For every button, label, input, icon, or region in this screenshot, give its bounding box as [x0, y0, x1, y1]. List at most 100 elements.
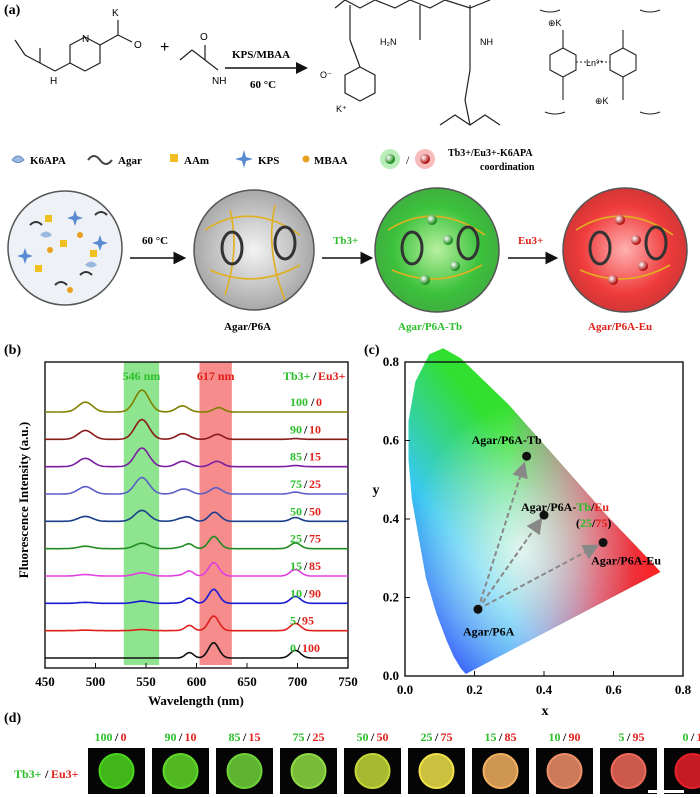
sample-25-75: 25/75 [408, 730, 465, 794]
legend-tb-1: 90 [290, 422, 302, 436]
cie-point-3 [598, 538, 608, 548]
sample-label-eu-5: 75 [441, 730, 453, 744]
gel-agar-p6a-tb: Agar/P6A-Tb [374, 187, 500, 333]
sample-label-tb-6: 15 [485, 730, 497, 744]
sample-label-sep-0: / [114, 730, 119, 744]
sample-disc-8 [611, 754, 646, 788]
k6apa-nh-label: H [50, 76, 57, 87]
aam-o-label: O [200, 32, 208, 43]
spectrum-50-50 [45, 509, 348, 523]
xtick-label-2: 550 [136, 674, 156, 689]
gel-label-agar-p6a-tb: Agar/P6A-Tb [398, 321, 462, 333]
sample-label-sep-1: / [178, 730, 183, 744]
spectrum-85-15 [45, 447, 348, 468]
spectrum-100-0 [45, 389, 348, 413]
legend-kps: KPS [258, 155, 279, 167]
aam-structure [179, 45, 219, 71]
legend-sep-6: / [303, 559, 308, 573]
sample-label-sep-7: / [562, 730, 567, 744]
cie-xtick-label-4: 0.8 [675, 682, 692, 697]
spectrum-90-10 [45, 418, 348, 441]
row-label-eu: Eu3+ [51, 767, 79, 781]
legend-sep-4: / [303, 504, 308, 518]
scheme-legend: K6APA Agar AAm KPS MBAA / Tb3+/Eu3+-K6AP… [11, 148, 535, 173]
legend-tb-8: 5 [290, 614, 296, 628]
legend-sep-9: / [296, 641, 301, 655]
sample-disc-2 [227, 754, 262, 788]
sample-10-90: 10/90 [536, 730, 593, 794]
sample-label-tb-2: 85 [229, 730, 241, 744]
cie-ytick-label-4: 0.8 [383, 354, 400, 369]
legend-mbaa: MBAA [314, 155, 348, 167]
sample-rim-9 [674, 753, 700, 789]
legend-sep-7: / [303, 586, 308, 600]
legend-tb-2: 85 [290, 450, 302, 464]
xtick-label-4: 650 [237, 674, 257, 689]
sample-disc-0 [99, 754, 134, 788]
legend-tb-6: 15 [290, 559, 302, 573]
row-label-sep: / [44, 767, 49, 781]
legend-eu-3: 25 [309, 477, 321, 491]
legend-eu-6: 85 [309, 559, 321, 573]
legend-eu-4: 50 [309, 504, 321, 518]
sample-label-tb-7: 10 [549, 730, 561, 744]
legend-eu-8: 95 [302, 614, 314, 628]
sample-100-0: 100/0 [88, 730, 145, 794]
sample-label-tb-9: 0 [683, 730, 689, 744]
sample-85-15: 85/15 [216, 730, 273, 794]
sample-label-tb-4: 50 [357, 730, 369, 744]
legend-sep-8: / [296, 614, 301, 628]
gel-label-agar-p6a-eu: Agar/P6A-Eu [588, 321, 652, 333]
cie-ytick-label-1: 0.2 [383, 590, 399, 605]
legend-tb-4: 50 [290, 504, 302, 518]
sample-label-eu-7: 90 [569, 730, 581, 744]
sample-label-sep-5: / [434, 730, 439, 744]
sample-label-eu-4: 50 [377, 730, 389, 744]
legend-header-tb: Tb3+ [283, 369, 311, 383]
sample-label-tb-3: 75 [293, 730, 305, 744]
sample-disc-1 [163, 754, 198, 788]
sample-label-eu-0: 0 [121, 730, 127, 744]
sample-label-eu-2: 15 [249, 730, 261, 744]
sample-rim-5 [418, 753, 455, 789]
sample-label-sep-8: / [626, 730, 631, 744]
cie-ratio-2: (25/75) [576, 516, 611, 530]
cie-arrow-1 [477, 517, 543, 610]
sample-label-eu-1: 10 [185, 730, 197, 744]
cie-ytick-label-3: 0.6 [383, 433, 400, 448]
sample-label-eu-3: 25 [313, 730, 325, 744]
sample-rim-0 [98, 753, 135, 789]
sample-row-label: Tb3+ / Eu3+ [14, 767, 79, 781]
sample-rim-2 [226, 753, 263, 789]
sample-rim-3 [290, 753, 327, 789]
sample-label-sep-9: / [690, 730, 695, 744]
sample-rim-6 [482, 753, 519, 789]
sample-rim-1 [162, 753, 199, 789]
legend-sep-5: / [303, 532, 308, 546]
cie-arrow-0 [477, 461, 528, 610]
complex-k-1: ⊕K [548, 18, 562, 28]
sample-rim-4 [354, 753, 391, 789]
sample-label-tb-8: 5 [619, 730, 625, 744]
xtick-label-0: 450 [35, 674, 55, 689]
legend-sep-1: / [303, 422, 308, 436]
cie-arrow-2 [477, 544, 600, 611]
metal-complex [539, 9, 661, 115]
panel-label-c: (c) [364, 343, 380, 358]
k6apa-structure [14, 20, 133, 72]
legend-tb-5: 25 [290, 532, 302, 546]
band-1 [199, 362, 232, 665]
legend-eu-7: 90 [309, 586, 321, 600]
spectra-xlabel: Wavelength (nm) [148, 693, 244, 708]
cie-ylabel: y [373, 483, 380, 498]
xtick-label-6: 750 [338, 674, 358, 689]
mbaa-icon [302, 155, 310, 163]
step-temp: 60 °C [142, 235, 168, 247]
aam-nh2-label: NH [212, 76, 226, 87]
cie-label-3: Agar/P6A-Eu [591, 554, 661, 568]
polymer-nh: NH [480, 37, 493, 47]
cie-chart: 0.0 0.2 0.4 0.6 0.8 0.0 0.2 0.4 0.6 0.8 Agar/P6A Ag… [383, 348, 692, 697]
cie-xtick-label-2: 0.4 [536, 682, 553, 697]
